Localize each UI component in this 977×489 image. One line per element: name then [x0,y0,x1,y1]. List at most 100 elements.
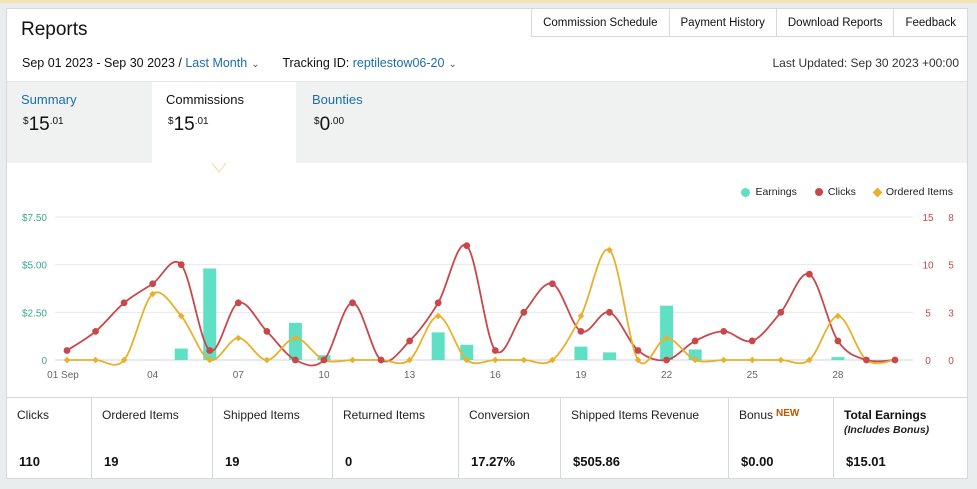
x-tick-label: 04 [147,370,159,381]
stat-total-earnings-label: Total Earnings [844,408,927,422]
ordered-items-point [206,356,214,364]
payment-history-link[interactable]: Payment History [669,8,777,37]
download-reports-link[interactable]: Download Reports [776,8,895,37]
ordered-items-point [748,356,756,364]
last-updated: Last Updated: Sep 30 2023 +00:00 [772,56,960,70]
ordered-items-point [720,356,727,364]
stat-bonus-label: Bonus [739,408,774,422]
x-tick-label: 25 [747,370,759,381]
ordered-items-line [67,248,896,366]
clicks-point [406,337,414,345]
clicks-point [463,242,471,249]
tab-bounties-value: $0.00 [314,114,429,136]
ordered-items-point [349,356,356,364]
ordered-items-point [120,356,128,364]
clicks-point [263,328,271,335]
earnings-bar [288,322,302,360]
tab-bounties-label: Bounties [312,92,363,107]
stat-returned-items-label: Returned Items [343,408,426,422]
clicks-point [234,299,242,307]
tracking-id-value: reptilestow06-20 [352,56,445,70]
stat-clicks-value: 110 [19,454,40,469]
y-clicks-tick-label: 15 [922,213,934,224]
x-tick-label: 28 [832,370,844,381]
earnings-bar [660,305,674,360]
stat-ordered-items: Ordered Items 19 [92,398,213,479]
stat-clicks-label: Clicks [17,408,49,422]
amount-whole: 15 [173,114,195,135]
legend-clicks-label: Clicks [827,186,856,198]
ordered-items-point [806,356,813,364]
clicks-point [349,299,356,307]
x-tick-label: 10 [318,370,330,381]
earnings-bar [431,332,445,360]
clicks-point [577,328,585,335]
ordered-items-point [491,356,499,364]
clicks-point [691,337,699,345]
top-nav: Commission Schedule Payment History Down… [531,8,968,37]
tab-pointer [212,163,226,173]
stat-total-earnings-value: $15.01 [846,454,886,469]
clicks-point [863,356,870,364]
clicks-point [120,299,128,307]
ordered-items-point [549,356,556,364]
ordered-items-point [92,356,99,364]
legend-clicks[interactable]: Clicks [814,186,856,198]
clicks-point [292,356,299,364]
legend-ordered-items[interactable]: Ordered Items [872,186,953,198]
stat-conversion-label: Conversion [469,408,530,422]
stat-shipped-revenue-label: Shipped Items Revenue [571,408,700,422]
amount-cents: .01 [194,116,209,127]
x-tick-label: 19 [575,370,587,381]
y-ordered-tick-label: 8 [948,213,954,224]
clicks-point [206,347,214,354]
clicks-point [720,328,728,335]
tab-summary[interactable]: Summary $15.01 [7,82,152,164]
date-range: Sep 01 2023 - Sep 30 2023 / [22,56,182,70]
y-clicks-tick-label: 0 [925,356,931,367]
clicks-point [434,299,442,307]
x-tick-label: 16 [490,370,502,381]
amount-cents: .00 [330,116,345,127]
new-badge: NEW [776,408,800,419]
clicks-point [777,308,785,316]
tab-commissions-label: Commissions [166,92,245,107]
clicks-point [891,356,899,364]
ordered-items-point [406,356,413,364]
x-tick-label: 13 [404,370,416,381]
stat-shipped-revenue-value: $505.86 [573,454,620,469]
clicks-point [177,261,185,269]
stat-total-earnings: Total Earnings (Includes Bonus) $15.01 [834,398,967,479]
commission-schedule-link[interactable]: Commission Schedule [531,8,670,37]
clicks-line [66,243,896,367]
clicks-point [377,356,385,364]
earnings-swatch [741,187,751,197]
stat-total-earnings-sub: (Includes Bonus) [844,424,930,436]
top-accent-line [0,0,977,3]
legend-earnings[interactable]: Earnings [741,186,797,198]
clicks-point [606,308,613,316]
stat-conversion-value: 17.27% [471,454,516,469]
tab-commissions[interactable]: Commissions $15.01 [152,82,296,172]
stat-ordered-items-label: Ordered Items [102,408,179,422]
stat-returned-items: Returned Items 0 [333,398,459,479]
currency-symbol: $ [23,116,29,127]
ordered-items-point [520,356,528,364]
ordered-items-point [63,356,71,364]
earnings-bar [831,357,845,360]
clicks-point [92,328,99,335]
clicks-point [520,308,528,316]
y-ordered-tick-label: 3 [948,308,954,319]
tab-summary-value: $15.01 [23,114,138,136]
earnings-bar [203,268,217,360]
ordered-items-point [434,312,442,320]
ordered-items-point [663,334,670,342]
tracking-id-dropdown[interactable]: reptilestow06-20 ⌄ [353,56,457,70]
period-dropdown[interactable]: Last Month ⌄ [185,56,259,70]
feedback-link[interactable]: Feedback [894,8,968,37]
chevron-down-icon: ⌄ [448,59,457,70]
page-title: Reports [21,19,88,40]
tab-summary-label: Summary [21,92,77,107]
tab-bounties[interactable]: Bounties $0.00 [298,82,443,164]
